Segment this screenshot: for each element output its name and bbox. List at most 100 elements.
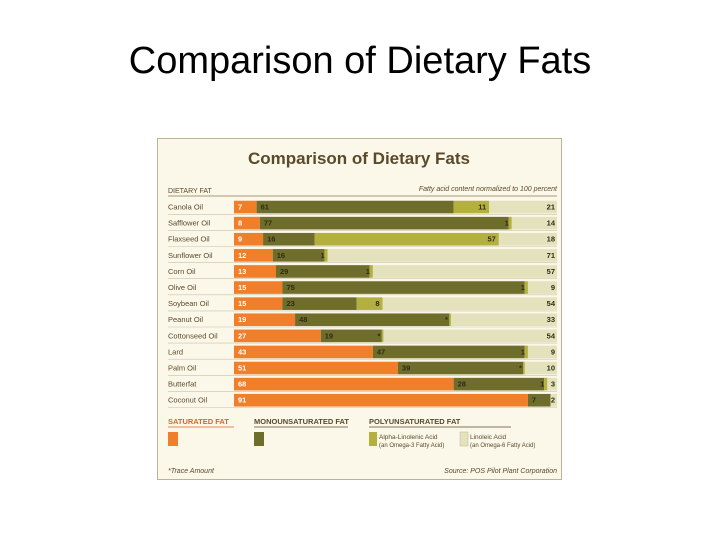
- data-label-flaxseed-oil-linoleic: 18: [547, 235, 555, 244]
- bar-peanut-oil-linoleic: [450, 313, 557, 327]
- category-label-canola-oil: Canola Oil: [168, 203, 203, 212]
- category-label-olive-oil: Olive Oil: [168, 283, 197, 292]
- data-label-lard-monounsaturated: 47: [377, 347, 385, 356]
- data-label-soybean-oil-linoleic: 54: [547, 299, 556, 308]
- data-label-safflower-oil-saturated: 8: [238, 219, 242, 228]
- data-label-coconut-oil-saturated: 91: [238, 396, 246, 405]
- category-label-sunflower-oil: Sunflower Oil: [168, 251, 213, 260]
- bar-sunflower-oil-alpha-linolenic: [324, 249, 328, 262]
- data-label-sunflower-oil-monounsaturated: 16: [277, 251, 285, 260]
- data-label-olive-oil-monounsaturated: 75: [286, 283, 294, 292]
- data-label-canola-oil-linoleic: 21: [547, 203, 555, 212]
- data-label-coconut-oil-monounsaturated: 7: [532, 396, 536, 405]
- data-label-sunflower-oil-saturated: 12: [238, 251, 246, 260]
- legend-swatch-monounsaturated: [254, 432, 264, 446]
- bar-peanut-oil-monounsaturated: [295, 313, 450, 327]
- legend-alpha-label: Alpha-Linolenic Acid: [379, 434, 438, 441]
- data-label-lard-linoleic: 9: [551, 347, 555, 356]
- data-label-lard-alpha-linolenic: 1: [521, 347, 525, 356]
- chart-legend: SATURATED FAT MONOUNSATURATED FAT POLYUNSA…: [168, 417, 557, 475]
- data-label-flaxseed-oil-saturated: 9: [238, 235, 242, 244]
- bar-coconut-oil-monounsaturated: [527, 393, 551, 407]
- bar-cottonseed-oil-saturated: [234, 329, 321, 343]
- legend-alpha-sublabel: (an Omega-3 Fatty Acid): [379, 443, 444, 449]
- bar-olive-oil-linoleic: [527, 281, 557, 294]
- legend-saturated-label: SATURATED FAT: [168, 417, 229, 426]
- data-label-butterfat-monounsaturated: 28: [458, 380, 466, 389]
- data-label-soybean-oil-saturated: 15: [238, 299, 246, 308]
- data-label-butterfat-linoleic: 3: [551, 380, 555, 389]
- bar-lard-monounsaturated: [372, 345, 525, 359]
- row-header: DIETARY FAT: [168, 188, 213, 195]
- legend-linoleic-label: Linoleic Acid: [470, 434, 507, 441]
- category-label-safflower-oil: Safflower Oil: [168, 219, 211, 228]
- bar-canola-oil-monounsaturated: [256, 200, 454, 214]
- bar-palm-oil-alpha-linolenic: [523, 361, 525, 375]
- slide-title: Comparison of Dietary Fats: [128, 40, 592, 82]
- bar-corn-oil-linoleic: [372, 265, 557, 278]
- bar-corn-oil-monounsaturated: [275, 265, 370, 278]
- data-label-safflower-oil-alpha-linolenic: 1: [505, 219, 509, 228]
- source-note: Source: POS Pilot Plant Corporation: [444, 468, 557, 475]
- bar-cottonseed-oil-monounsaturated: [320, 329, 382, 343]
- bar-safflower-oil-saturated: [234, 216, 260, 230]
- bar-butterfat-linoleic: [547, 377, 557, 391]
- data-label-corn-oil-alpha-linolenic: 1: [366, 267, 370, 276]
- bar-safflower-oil-monounsaturated: [259, 216, 509, 230]
- bar-palm-oil-saturated: [234, 361, 398, 375]
- data-label-palm-oil-saturated: 51: [238, 364, 246, 373]
- bar-safflower-oil-alpha-linolenic: [508, 216, 512, 230]
- chart-panel: Comparison of Dietary Fats DIETARY FAT F…: [157, 138, 562, 480]
- data-label-soybean-oil-monounsaturated: 23: [286, 299, 294, 308]
- bar-corn-oil-alpha-linolenic: [369, 265, 373, 278]
- data-label-sunflower-oil-linoleic: 71: [547, 251, 555, 260]
- data-label-sunflower-oil-alpha-linolenic: 1: [320, 251, 324, 260]
- bar-cottonseed-oil-alpha-linolenic: [381, 329, 384, 343]
- bar-canola-oil-alpha-linolenic: [453, 200, 490, 214]
- bar-olive-oil-alpha-linolenic: [524, 281, 528, 294]
- bar-flaxseed-oil-alpha-linolenic: [314, 232, 499, 246]
- category-label-peanut-oil: Peanut Oil: [168, 315, 203, 324]
- bar-palm-oil-linoleic: [524, 361, 557, 375]
- bar-peanut-oil-alpha-linolenic: [449, 313, 451, 327]
- category-label-palm-oil: Palm Oil: [168, 364, 197, 373]
- bar-soybean-oil-monounsaturated: [282, 297, 357, 310]
- bar-olive-oil-saturated: [234, 281, 283, 294]
- bar-lard-saturated: [234, 345, 373, 359]
- category-label-coconut-oil: Coconut Oil: [168, 396, 208, 405]
- bar-butterfat-saturated: [234, 377, 454, 391]
- data-label-corn-oil-linoleic: 57: [547, 267, 555, 276]
- category-label-lard: Lard: [168, 347, 183, 356]
- category-label-soybean-oil: Soybean Oil: [168, 299, 209, 308]
- data-label-canola-oil-alpha-linolenic: 11: [478, 203, 486, 212]
- data-label-cottonseed-oil-linoleic: 54: [547, 331, 556, 340]
- data-label-palm-oil-monounsaturated: 39: [402, 364, 410, 373]
- chart-title: Comparison of Dietary Fats: [248, 149, 470, 168]
- data-label-flaxseed-oil-monounsaturated: 16: [267, 235, 275, 244]
- bar-corn-oil-saturated: [234, 265, 276, 278]
- footnote: *Trace Amount: [168, 468, 215, 475]
- category-label-cottonseed-oil: Cottonseed Oil: [168, 331, 218, 340]
- bar-lard-alpha-linolenic: [524, 345, 528, 359]
- bar-soybean-oil-saturated: [234, 297, 283, 310]
- data-label-cottonseed-oil-monounsaturated: 19: [325, 331, 333, 340]
- data-label-coconut-oil-linoleic: 2: [551, 396, 555, 405]
- bar-butterfat-alpha-linolenic: [544, 377, 548, 391]
- legend-polyunsaturated-label: POLYUNSATURATED FAT: [369, 417, 461, 426]
- data-label-peanut-oil-alpha-linolenic: *: [445, 315, 448, 324]
- bar-flaxseed-oil-linoleic: [498, 232, 557, 246]
- category-label-corn-oil: Corn Oil: [168, 267, 196, 276]
- data-label-olive-oil-linoleic: 9: [551, 283, 555, 292]
- bar-coconut-oil-saturated: [234, 393, 528, 407]
- bar-peanut-oil-saturated: [234, 313, 296, 327]
- data-label-peanut-oil-monounsaturated: 48: [299, 315, 307, 324]
- bar-canola-oil-linoleic: [489, 200, 557, 214]
- data-label-lard-saturated: 43: [238, 347, 246, 356]
- chart-subtitle: Fatty acid content normalized to 100 per…: [419, 186, 558, 193]
- bar-canola-oil-saturated: [234, 200, 257, 214]
- category-label-butterfat: Butterfat: [168, 380, 197, 389]
- bar-palm-oil-monounsaturated: [397, 361, 524, 375]
- bar-olive-oil-monounsaturated: [282, 281, 525, 294]
- dietary-fats-chart: Comparison of Dietary Fats DIETARY FAT F…: [168, 149, 558, 475]
